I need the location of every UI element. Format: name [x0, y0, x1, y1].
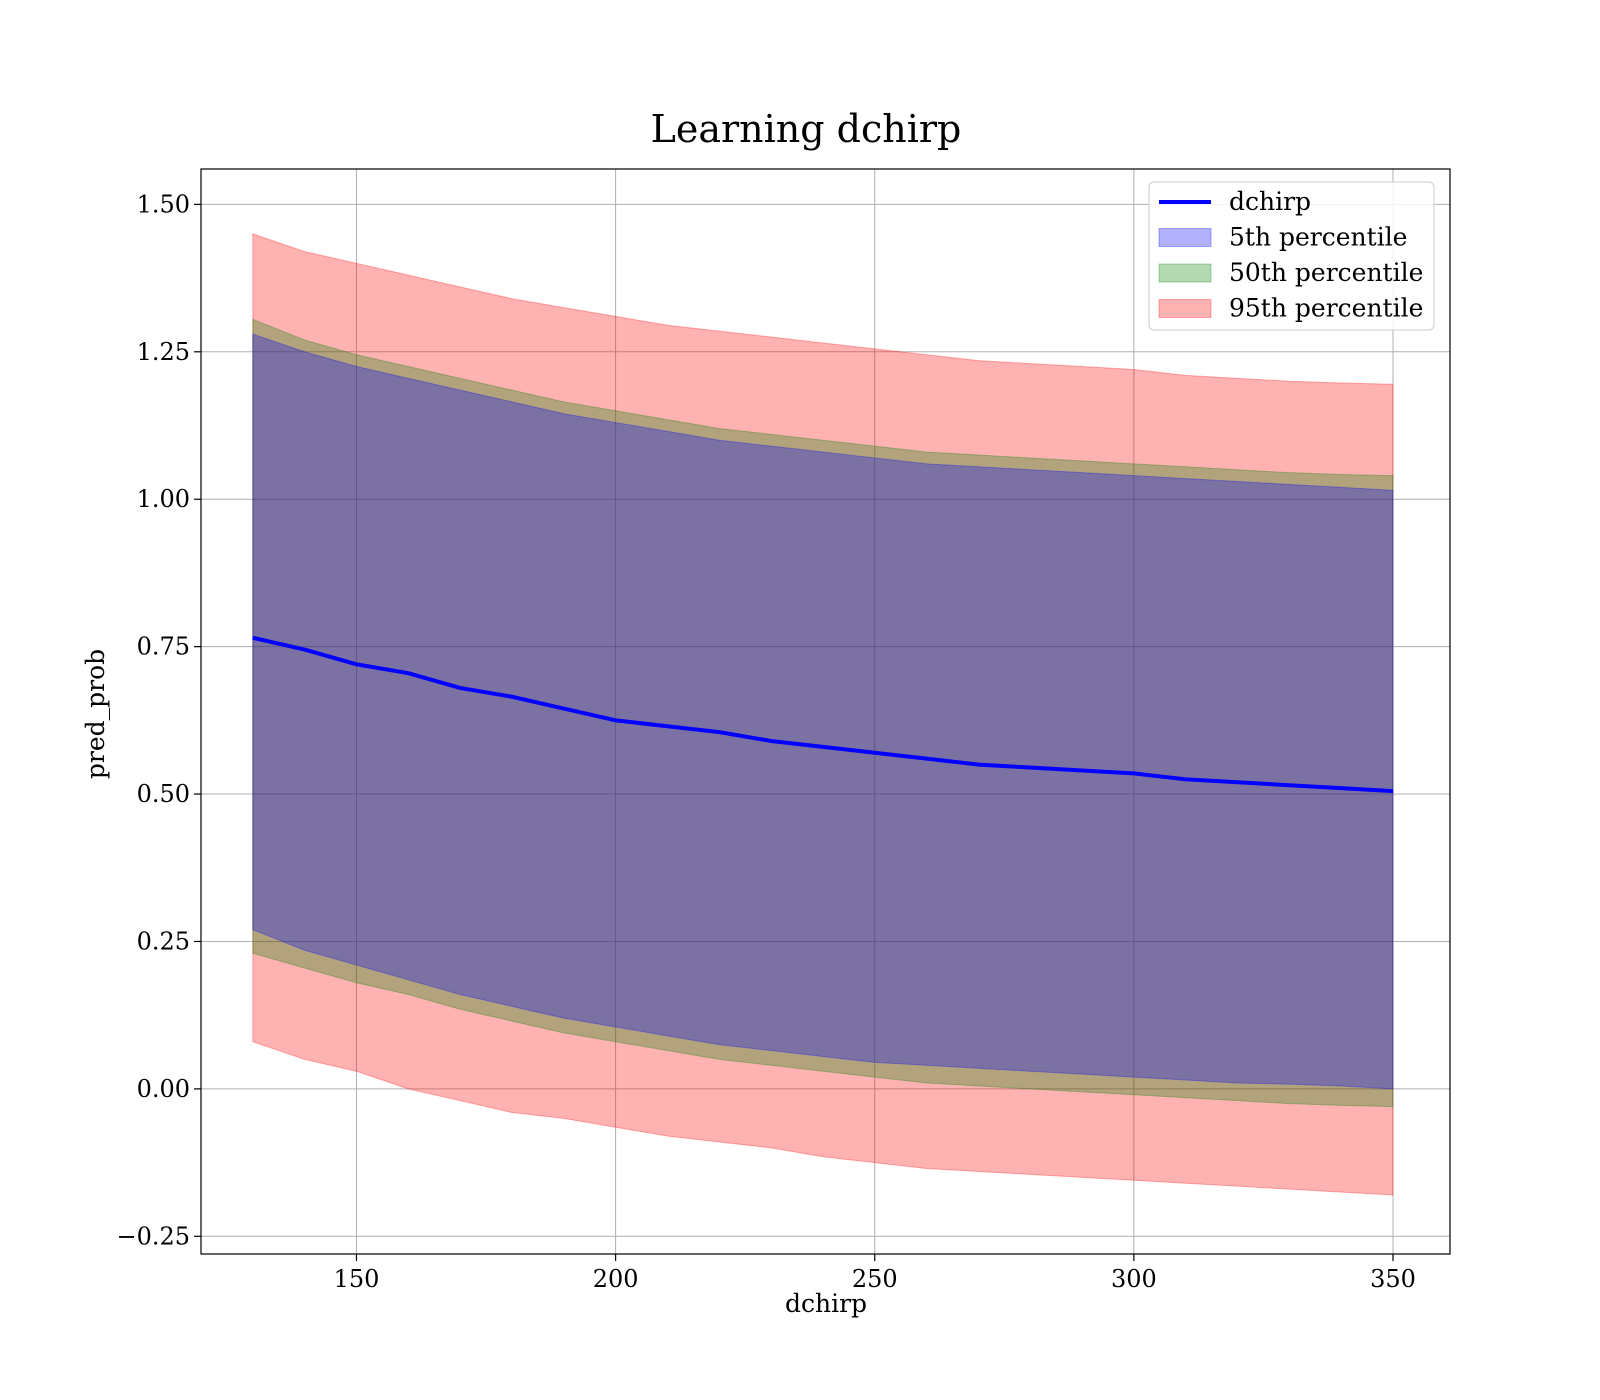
- percentile-bands: [252, 233, 1394, 1196]
- y-tick-label-6: 1.25: [137, 338, 190, 366]
- legend-label-50th-percentile: 50th percentile: [1229, 258, 1423, 287]
- legend-label-95th-percentile: 95th percentile: [1229, 294, 1423, 323]
- x-tick-label-1: 200: [593, 1265, 639, 1293]
- x-axis-label: dchirp: [785, 1289, 867, 1318]
- y-tick-label-3: 0.50: [137, 780, 190, 808]
- chart-title: Learning dchirp: [651, 107, 962, 151]
- x-tick-label-2: 250: [852, 1265, 898, 1293]
- plot-frame: [200, 168, 1451, 1255]
- x-tick-label-4: 350: [1370, 1265, 1416, 1293]
- y-axis-ticks: −0.25 0.00 0.25 0.50 0.75 1.00 1.25 1.50: [116, 190, 201, 1250]
- legend: dchirp 5th percentile 50th percentile 95th …: [1148, 181, 1435, 331]
- y-tick-label-1: 0.00: [137, 1075, 190, 1103]
- band-50th-percentile: [252, 318, 1394, 1108]
- legend-swatch-95th-percentile: [1158, 299, 1212, 318]
- line-dchirp: [252, 635, 1394, 794]
- legend-box: [1148, 181, 1435, 331]
- y-axis-label: pred_prob: [81, 649, 110, 779]
- legend-label-dchirp: dchirp: [1229, 187, 1311, 216]
- y-tick-label-5: 1.00: [137, 485, 190, 513]
- band-95th-percentile: [252, 233, 1394, 1196]
- legend-swatch-5th-percentile: [1158, 228, 1212, 247]
- x-tick-label-3: 300: [1111, 1265, 1157, 1293]
- legend-label-5th-percentile: 5th percentile: [1229, 223, 1407, 252]
- x-axis-ticks: 150 200 250 300 350: [334, 1254, 1416, 1293]
- band-5th-percentile: [252, 333, 1394, 1090]
- y-tick-label-4: 0.75: [137, 633, 190, 661]
- x-tick-label-0: 150: [334, 1265, 380, 1293]
- y-tick-label-7: 1.50: [137, 190, 190, 218]
- series-lines: [252, 635, 1394, 794]
- legend-swatch-50th-percentile: [1158, 263, 1212, 283]
- y-tick-label-0: −0.25: [116, 1222, 190, 1250]
- y-tick-label-2: 0.25: [137, 927, 190, 955]
